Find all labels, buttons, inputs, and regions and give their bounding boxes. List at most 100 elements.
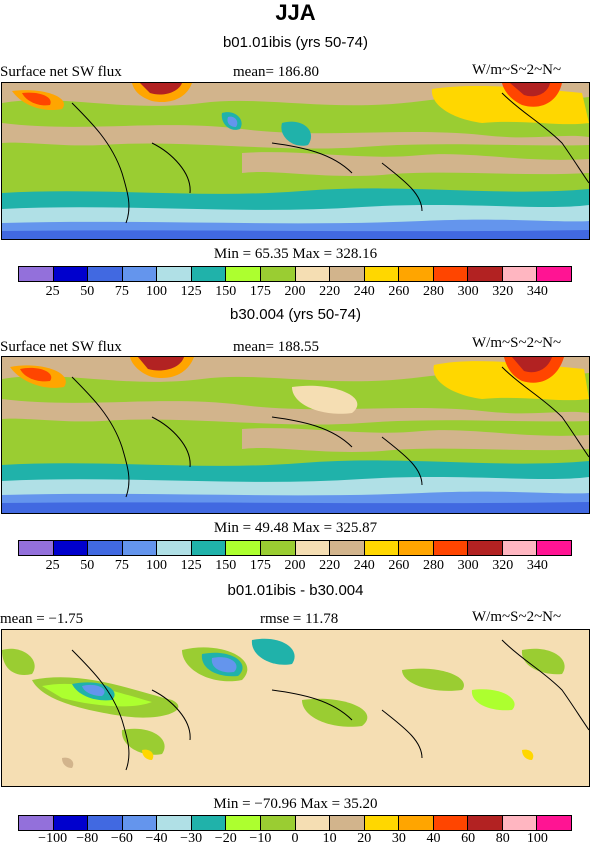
- colorbar-swatch: [537, 541, 571, 555]
- panel-3-title: b01.01ibis - b30.004: [227, 582, 364, 599]
- colorbar-swatch: [19, 267, 54, 281]
- colorbar-tick-label: 75: [114, 558, 129, 573]
- colorbar-tick-label: 280: [423, 558, 444, 573]
- colorbar-tick-label: 10: [322, 831, 337, 846]
- colorbar-swatch: [191, 816, 227, 830]
- colorbar-tick-label: 50: [80, 558, 95, 573]
- colorbar-swatch: [226, 267, 261, 281]
- colorbar-swatch: [364, 541, 400, 555]
- colorbar-swatch: [295, 816, 331, 830]
- panel-3-map-field: [2, 630, 589, 786]
- colorbar-swatch: [364, 816, 400, 830]
- colorbar-swatch: [433, 541, 469, 555]
- colorbar-tick-label: −40: [145, 831, 168, 846]
- colorbar-tick-label: 300: [457, 558, 479, 573]
- colorbar-swatch: [226, 541, 261, 555]
- colorbar-tick-label: −20: [214, 831, 237, 846]
- colorbar-swatch: [260, 816, 296, 830]
- colorbar-tick-label: 0: [291, 831, 299, 846]
- panel-1-colorbar: [18, 266, 572, 282]
- colorbar-tick-label: −30: [180, 831, 203, 846]
- panel-2-map-field: [2, 357, 589, 513]
- colorbar-swatch: [53, 541, 89, 555]
- colorbar-swatch: [468, 267, 503, 281]
- panel-3-mean-label: mean = −1.75: [0, 611, 84, 627]
- colorbar-tick-label: 220: [319, 558, 341, 573]
- panel-1-map-field: [2, 83, 589, 239]
- colorbar-tick-label: 320: [492, 284, 514, 299]
- colorbar-tick-label: −60: [110, 831, 133, 846]
- colorbar-tick-label: 40: [426, 831, 441, 846]
- colorbar-tick-label: 200: [284, 284, 306, 299]
- colorbar-swatch: [122, 267, 158, 281]
- colorbar-swatch: [260, 267, 296, 281]
- colorbar-swatch: [295, 267, 331, 281]
- colorbar-tick-label: −80: [76, 831, 99, 846]
- panel-3-map: [1, 629, 590, 787]
- panel-1-units-label: W/m~S~2~N~: [472, 62, 562, 78]
- colorbar-tick-label: 25: [45, 284, 60, 299]
- colorbar-swatch: [295, 541, 331, 555]
- colorbar-tick-label: 60: [461, 831, 476, 846]
- colorbar-swatch: [502, 816, 538, 830]
- colorbar-swatch: [122, 541, 158, 555]
- colorbar-tick-label: 100: [146, 558, 167, 573]
- colorbar-tick-label: 320: [492, 558, 514, 573]
- panel-2-map: [1, 356, 590, 514]
- colorbar-tick-label: 50: [80, 284, 95, 299]
- colorbar-swatch: [157, 816, 192, 830]
- colorbar-tick-label: 240: [353, 284, 375, 299]
- colorbar-tick-label: 260: [388, 284, 410, 299]
- colorbar-swatch: [330, 541, 365, 555]
- colorbar-swatch: [19, 816, 54, 830]
- colorbar-tick-label: −10: [249, 831, 272, 846]
- colorbar-tick-label: 150: [215, 558, 237, 573]
- colorbar-swatch: [433, 267, 469, 281]
- colorbar-swatch: [53, 816, 89, 830]
- colorbar-tick-label: 175: [249, 558, 271, 573]
- colorbar-tick-label: 175: [249, 284, 271, 299]
- colorbar-swatch: [226, 816, 261, 830]
- colorbar-swatch: [88, 267, 123, 281]
- colorbar-swatch: [399, 267, 434, 281]
- colorbar-swatch: [364, 267, 400, 281]
- colorbar-swatch: [191, 267, 227, 281]
- panel-1-title: b01.01ibis (yrs 50-74): [222, 34, 369, 51]
- colorbar-tick-label: 340: [526, 284, 548, 299]
- colorbar-tick-label: 340: [526, 558, 548, 573]
- colorbar-swatch: [502, 267, 538, 281]
- panel-2-stats: Min = 49.48 Max = 325.87: [213, 520, 378, 536]
- colorbar-tick-label: 30: [391, 831, 406, 846]
- panel-1-variable-label: Surface net SW flux: [0, 64, 122, 80]
- panel-1-colorbar-labels: 25 50 75 100 125 150 175 200 220 240 260…: [18, 284, 572, 300]
- colorbar-tick-label: 260: [388, 558, 410, 573]
- panel-3-colorbar: [18, 815, 572, 831]
- colorbar-tick-label: 280: [423, 284, 444, 299]
- panel-2-colorbar: [18, 540, 572, 556]
- colorbar-swatch: [157, 541, 192, 555]
- colorbar-tick-label: 125: [180, 558, 202, 573]
- colorbar-swatch: [260, 541, 296, 555]
- colorbar-tick-label: 100: [526, 831, 548, 846]
- colorbar-swatch: [502, 541, 538, 555]
- colorbar-swatch: [537, 267, 571, 281]
- colorbar-swatch: [399, 541, 434, 555]
- colorbar-tick-label: −100: [38, 831, 68, 846]
- colorbar-swatch: [53, 267, 89, 281]
- panel-2-mean-label: mean= 188.55: [233, 339, 319, 355]
- colorbar-tick-label: 100: [146, 284, 167, 299]
- colorbar-swatch: [399, 816, 434, 830]
- colorbar-swatch: [191, 541, 227, 555]
- colorbar-swatch: [19, 541, 54, 555]
- colorbar-swatch: [157, 267, 192, 281]
- panel-3-units-label: W/m~S~2~N~: [472, 609, 562, 625]
- panel-3-colorbar-labels: −100 −80 −60 −40 −30 −20 −10 0 10 20 30 …: [18, 831, 572, 847]
- colorbar-tick-label: 240: [353, 558, 375, 573]
- colorbar-tick-label: 150: [215, 284, 237, 299]
- panel-1-stats: Min = 65.35 Max = 328.16: [213, 246, 378, 262]
- colorbar-swatch: [330, 816, 365, 830]
- colorbar-swatch: [88, 541, 123, 555]
- panel-2-variable-label: Surface net SW flux: [0, 339, 122, 355]
- colorbar-swatch: [433, 816, 469, 830]
- colorbar-swatch: [122, 816, 158, 830]
